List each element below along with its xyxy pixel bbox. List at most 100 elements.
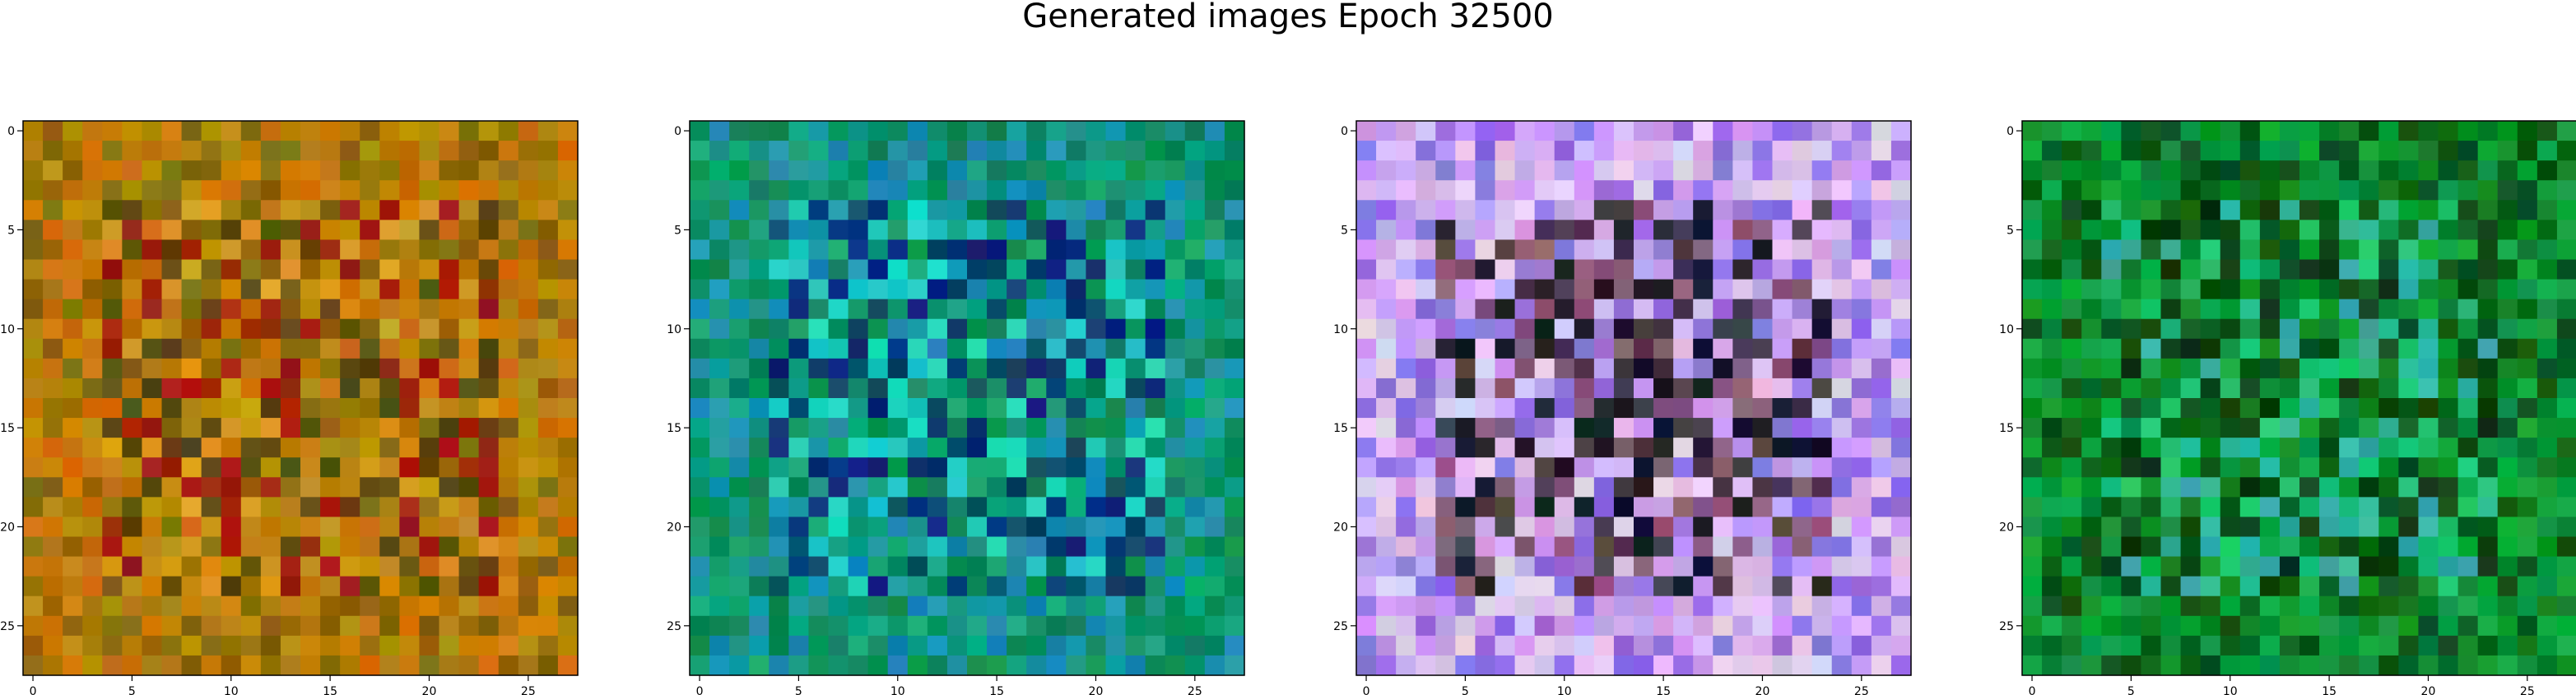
pixel-cell: [181, 536, 202, 558]
pixel-cell: [887, 299, 909, 320]
pixel-cell: [1851, 438, 1872, 458]
pixel-cell: [2339, 418, 2360, 438]
pixel-cell: [1792, 477, 1813, 498]
pixel-cell: [2477, 615, 2499, 637]
pixel-cell: [2418, 615, 2439, 637]
pixel-cell: [2101, 635, 2122, 656]
pixel-cell: [201, 180, 222, 201]
pixel-cell: [2477, 438, 2499, 458]
pixel-cell: [82, 299, 103, 320]
pixel-cell: [2418, 536, 2439, 558]
pixel-cell: [1514, 239, 1536, 261]
pixel-cell: [2497, 180, 2518, 201]
pixel-cell: [1514, 160, 1536, 181]
pixel-cell: [1046, 141, 1067, 161]
pixel-cell: [82, 160, 103, 181]
pixel-cell: [769, 239, 789, 261]
pixel-cell: [2081, 220, 2102, 241]
pixel-cell: [260, 299, 281, 320]
pixel-cell: [1026, 141, 1047, 161]
pixel-cell: [221, 358, 242, 379]
pixel-cell: [2121, 615, 2142, 637]
pixel-cell: [808, 200, 830, 220]
pixel-cell: [340, 358, 360, 379]
pixel-cell: [2477, 595, 2499, 617]
pixel-cell: [1416, 378, 1436, 399]
pixel-cell: [2141, 318, 2162, 340]
pixel-cell: [2200, 595, 2221, 617]
pixel-cell: [419, 457, 440, 478]
pixel-cell: [1435, 299, 1456, 320]
pixel-cell: [2556, 259, 2576, 280]
pixel-cell: [2200, 259, 2221, 280]
pixel-cell: [2556, 457, 2576, 478]
pixel-cell: [2556, 556, 2576, 577]
pixel-cell: [518, 556, 539, 577]
pixel-cell: [1396, 141, 1416, 161]
pixel-cell: [987, 318, 1007, 340]
pixel-cell: [1356, 457, 1377, 478]
x-tick-label: 20: [422, 685, 437, 695]
pixel-cell: [2319, 358, 2340, 379]
pixel-cell: [2259, 121, 2281, 141]
pixel-cell: [260, 457, 281, 478]
pixel-cell: [1224, 378, 1245, 399]
pixel-cell: [82, 497, 103, 518]
pixel-cell: [2180, 160, 2202, 181]
pixel-cell: [142, 457, 163, 478]
pixel-cell: [142, 536, 163, 558]
pixel-cell: [2477, 318, 2499, 340]
pixel-cell: [161, 239, 183, 261]
pixel-cell: [2477, 279, 2499, 300]
pixel-cell: [1673, 358, 1694, 379]
pixel-cell: [1890, 615, 1912, 637]
pixel-cell: [2477, 121, 2499, 141]
pixel-cell: [161, 121, 183, 141]
pixel-cell: [1475, 655, 1496, 676]
pixel-cell: [1224, 556, 1245, 577]
pixel-cell: [1593, 457, 1615, 478]
pixel-cell: [2121, 220, 2142, 241]
pixel-cell: [2062, 358, 2082, 379]
pixel-cell: [2438, 220, 2459, 241]
pixel-cell: [1125, 517, 1146, 538]
pixel-cell: [808, 477, 830, 498]
pixel-cell: [122, 438, 143, 458]
pixel-cell: [1890, 655, 1912, 676]
pixel-cell: [1066, 556, 1087, 577]
pixel-cell: [379, 655, 400, 676]
pixel-cell: [1046, 655, 1067, 676]
pixel-cell: [2418, 457, 2439, 478]
pixel-cell: [360, 556, 380, 577]
pixel-cell: [2339, 180, 2360, 201]
pixel-cell: [1831, 338, 1853, 359]
pixel-cell: [1713, 517, 1733, 538]
pixel-cell: [1376, 279, 1397, 300]
pixel-cell: [498, 338, 519, 359]
x-tick-label: 10: [224, 685, 239, 695]
pixel-cell: [379, 595, 400, 617]
pixel-cell: [1086, 160, 1107, 181]
pixel-cell: [439, 477, 460, 498]
pixel-cell: [498, 536, 519, 558]
pixel-cell: [1066, 200, 1087, 220]
pixel-cell: [1026, 180, 1047, 201]
pixel-cell: [2497, 576, 2518, 597]
pixel-cell: [1554, 239, 1575, 261]
pixel-cell: [181, 318, 202, 340]
pixel-cell: [2418, 477, 2439, 498]
pixel-cell: [1125, 141, 1146, 161]
pixel-cell: [967, 398, 988, 419]
pixel-cell: [2160, 299, 2182, 320]
pixel-cell: [1871, 497, 1892, 518]
pixel-cell: [2200, 615, 2221, 637]
pixel-cell: [1026, 220, 1047, 241]
pixel-cell: [181, 615, 202, 637]
pixel-cell: [2378, 655, 2399, 676]
pixel-cell: [1593, 121, 1615, 141]
pixel-cell: [987, 200, 1007, 220]
pixel-cell: [300, 576, 321, 597]
pixel-cell: [2556, 121, 2576, 141]
pixel-cell: [1204, 517, 1225, 538]
pixel-cell: [1204, 655, 1225, 676]
